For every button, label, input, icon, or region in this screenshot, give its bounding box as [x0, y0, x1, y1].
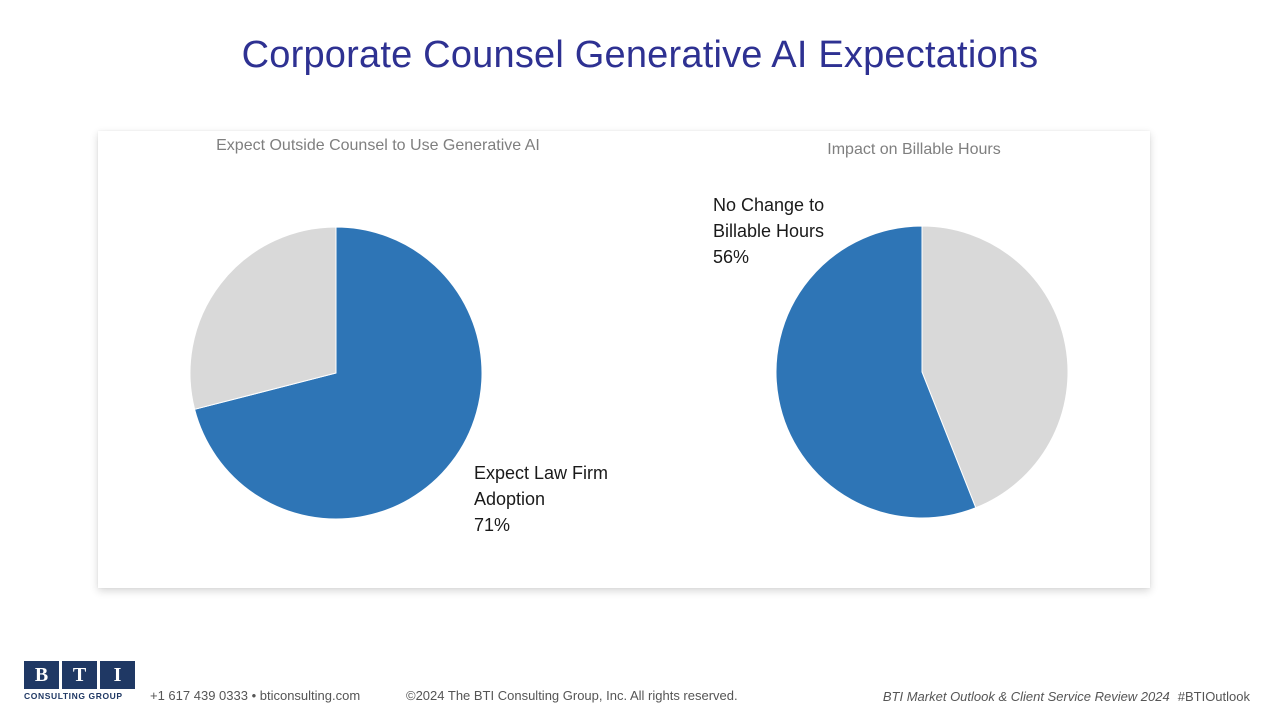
data-label-no-change-billable: No Change to Billable Hours 56%	[713, 195, 825, 267]
pie-slice-remainder	[921, 225, 1069, 509]
logo-letter-i: I	[100, 661, 135, 689]
logo-subtitle: CONSULTING GROUP	[24, 691, 123, 701]
pie-slice-expect-law-firm-adoption	[193, 226, 483, 520]
chart-title-outside-counsel: Expect Outside Counsel to Use Generative…	[216, 137, 540, 154]
logo-letter-b: B	[24, 661, 59, 689]
bti-logo: B T I CONSULTING GROUP	[24, 661, 138, 703]
logo-letter-t: T	[62, 661, 97, 689]
pie-chart-outside-counsel	[189, 226, 483, 520]
slide-title: Corporate Counsel Generative AI Expectat…	[241, 34, 1039, 76]
chart-title-billable-hours: Impact on Billable Hours	[827, 141, 1001, 158]
footer-publication: BTI Market Outlook & Client Service Revi…	[883, 689, 1250, 704]
footer-contact: +1 617 439 0333 • bticonsulting.com	[150, 688, 361, 703]
data-label-law-firm-adoption: Expect Law Firm Adoption 71%	[474, 463, 609, 535]
chart-panel: Expect Outside Counsel to Use Generative…	[98, 131, 1150, 588]
footer-copyright: ©2024 The BTI Consulting Group, Inc. All…	[406, 688, 738, 703]
publication-name: BTI Market Outlook & Client Service Revi…	[882, 689, 1170, 704]
pie-slice-no-change-to-billable-hours	[775, 225, 977, 519]
pie-slice-remainder	[189, 226, 337, 410]
pie-chart-billable-hours	[775, 225, 1069, 519]
hashtag: #BTIOutlook	[1177, 689, 1250, 704]
